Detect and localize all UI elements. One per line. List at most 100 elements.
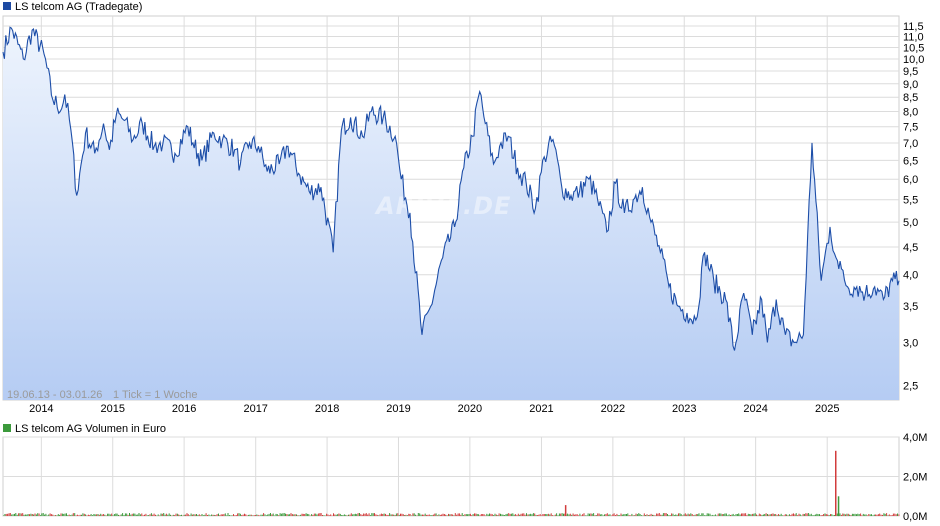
volume-bar — [786, 514, 788, 516]
volume-bar — [30, 513, 32, 516]
volume-bar — [171, 515, 173, 516]
volume-bar — [741, 513, 742, 516]
volume-bar — [597, 513, 599, 516]
volume-bar — [486, 513, 488, 516]
volume-bar — [67, 515, 69, 516]
volume-spike-bar — [837, 496, 840, 517]
volume-bar — [887, 515, 889, 516]
volume-bar — [254, 515, 256, 516]
volume-bar — [510, 513, 512, 516]
volume-bar — [836, 513, 838, 516]
volume-bar — [196, 514, 197, 516]
volume-bar — [113, 514, 115, 516]
volume-bar — [762, 514, 764, 516]
volume-bar — [53, 515, 55, 516]
volume-bar — [118, 514, 119, 516]
volume-bar — [227, 513, 229, 516]
volume-bar — [776, 515, 778, 516]
volume-bar — [400, 513, 401, 516]
volume-bar — [228, 515, 230, 516]
volume-bar — [108, 513, 110, 516]
volume-bar — [226, 515, 228, 516]
volume-bar — [174, 515, 176, 516]
volume-bar — [571, 514, 573, 516]
volume-bar — [531, 514, 533, 516]
volume-bar — [842, 513, 844, 516]
volume-bar — [57, 514, 59, 516]
volume-bar — [96, 514, 98, 516]
volume-bar — [599, 514, 601, 516]
volume-bar — [369, 515, 371, 516]
volume-bar — [604, 514, 605, 516]
volume-bar — [449, 514, 451, 516]
volume-bar — [634, 515, 636, 516]
volume-bar — [412, 513, 414, 516]
volume-bar — [463, 515, 464, 516]
volume-bar — [704, 515, 705, 516]
price-x-tick-label: 2015 — [100, 403, 124, 415]
volume-bar — [7, 513, 9, 516]
volume-bar — [245, 514, 247, 516]
volume-bar — [572, 513, 574, 516]
volume-bar — [541, 515, 543, 516]
volume-bar — [126, 513, 128, 516]
volume-bar — [679, 513, 681, 516]
volume-bar — [3, 515, 4, 516]
volume-bar — [479, 515, 481, 516]
volume-bar — [375, 514, 377, 516]
volume-bar — [428, 514, 430, 516]
volume-bar — [79, 514, 81, 516]
volume-bar — [111, 513, 113, 516]
volume-bar — [731, 514, 733, 516]
volume-bar — [323, 515, 325, 516]
volume-bar — [523, 513, 525, 516]
volume-bar — [543, 514, 545, 516]
volume-bar — [309, 515, 311, 516]
volume-bar — [76, 514, 78, 516]
volume-bar — [801, 515, 803, 516]
volume-bar — [183, 514, 185, 516]
volume-bar — [857, 513, 859, 516]
volume-bar — [19, 513, 21, 516]
volume-bar — [82, 513, 84, 516]
volume-bar — [760, 514, 762, 516]
volume-bar — [862, 513, 864, 516]
volume-bar — [349, 514, 351, 516]
volume-bar — [14, 513, 15, 516]
volume-bar — [717, 513, 719, 516]
volume-bar — [223, 514, 225, 516]
volume-bar — [557, 515, 559, 516]
volume-bar — [649, 514, 651, 516]
volume-bar — [457, 513, 459, 516]
volume-bar — [364, 513, 366, 516]
volume-bar — [213, 514, 215, 516]
volume-bar — [627, 513, 629, 516]
volume-bar — [200, 515, 202, 516]
volume-bar — [865, 514, 867, 516]
volume-bar — [249, 514, 251, 516]
volume-bar — [81, 514, 82, 516]
volume-bar — [753, 513, 755, 516]
volume-bar — [882, 514, 883, 516]
volume-bar — [278, 515, 280, 516]
volume-bar — [191, 514, 193, 516]
volume-bar — [590, 513, 592, 516]
price-y-tick-label: 11,5 — [903, 21, 924, 33]
volume-bar — [498, 513, 500, 516]
volume-bar — [560, 513, 562, 516]
volume-bar — [583, 513, 585, 516]
volume-bar — [383, 513, 385, 516]
volume-bar — [845, 514, 846, 516]
volume-bar — [669, 515, 671, 516]
volume-bar — [104, 514, 106, 516]
volume-bar — [858, 514, 860, 516]
volume-bar — [211, 514, 213, 516]
volume-bar — [767, 514, 768, 516]
price-x-tick-label: 2025 — [815, 403, 839, 415]
volume-bar — [720, 513, 722, 516]
volume-bar — [464, 514, 466, 516]
price-x-axis: 2014 2015 2016 2017 2018 2019 2020 2021 2022 2023… — [29, 403, 839, 415]
volume-bar — [520, 513, 522, 516]
volume-bar — [66, 513, 67, 516]
volume-y-axis: 0,0M 2,0M 4,0M — [903, 432, 927, 523]
